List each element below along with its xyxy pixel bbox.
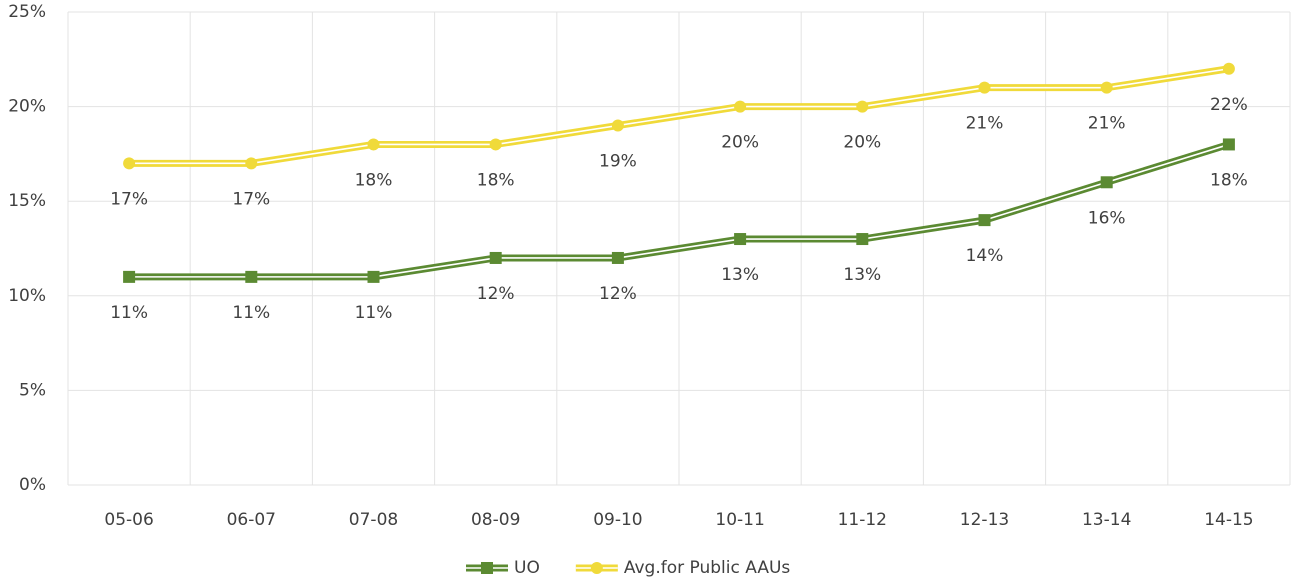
data-label: 13% <box>721 265 759 285</box>
legend-label: UO <box>514 558 540 578</box>
y-tick-label: 20% <box>8 97 46 117</box>
data-label: 12% <box>599 284 637 304</box>
data-point <box>1100 176 1113 189</box>
legend-marker <box>590 562 603 574</box>
data-point <box>123 270 136 283</box>
x-tick-label: 14-15 <box>1204 510 1253 530</box>
x-tick-label: 11-12 <box>838 510 887 530</box>
data-label: 20% <box>843 133 881 153</box>
series-line-inner <box>129 143 1230 278</box>
data-point <box>489 138 502 151</box>
data-point <box>245 270 258 283</box>
data-label: 11% <box>110 303 148 323</box>
legend-marker <box>481 562 493 574</box>
x-tick-label: 12-13 <box>960 510 1009 530</box>
data-point <box>123 157 136 170</box>
y-tick-label: 5% <box>19 380 46 400</box>
data-point <box>367 270 380 283</box>
data-point <box>734 233 747 246</box>
data-point <box>978 81 991 94</box>
y-tick-label: 10% <box>8 286 46 306</box>
x-tick-label: 13-14 <box>1082 510 1131 530</box>
data-point <box>367 138 380 151</box>
data-label: 18% <box>477 170 515 190</box>
data-label: 18% <box>355 170 393 190</box>
y-tick-label: 25% <box>8 2 46 22</box>
data-label: 21% <box>1088 114 1126 134</box>
y-tick-label: 15% <box>8 191 46 211</box>
x-tick-label: 09-10 <box>593 510 642 530</box>
x-tick-label: 10-11 <box>715 510 764 530</box>
data-label: 16% <box>1088 208 1126 228</box>
data-label: 18% <box>1210 170 1248 190</box>
data-point <box>978 214 991 227</box>
data-point <box>856 100 869 113</box>
data-label: 21% <box>966 114 1004 134</box>
data-point <box>489 251 502 264</box>
data-label: 17% <box>110 189 148 209</box>
legend-label: Avg.for Public AAUs <box>624 558 791 578</box>
data-point <box>734 100 747 113</box>
x-tick-label: 06-07 <box>227 510 276 530</box>
data-point <box>611 251 624 264</box>
x-tick-label: 08-09 <box>471 510 520 530</box>
data-label: 14% <box>966 246 1004 266</box>
x-tick-label: 05-06 <box>104 510 153 530</box>
data-label: 13% <box>843 265 881 285</box>
data-point <box>245 157 258 170</box>
data-label: 11% <box>232 303 270 323</box>
data-label: 11% <box>355 303 393 323</box>
data-label: 17% <box>232 189 270 209</box>
data-point <box>1222 62 1235 75</box>
data-label: 20% <box>721 133 759 153</box>
x-tick-label: 07-08 <box>349 510 398 530</box>
data-point <box>856 233 869 246</box>
data-point <box>611 119 624 132</box>
data-point <box>1222 138 1235 151</box>
data-label: 22% <box>1210 95 1248 115</box>
data-point <box>1100 81 1113 94</box>
data-label: 19% <box>599 152 637 172</box>
data-label: 12% <box>477 284 515 304</box>
series-line-inner <box>129 67 1230 165</box>
y-tick-label: 0% <box>19 475 46 495</box>
